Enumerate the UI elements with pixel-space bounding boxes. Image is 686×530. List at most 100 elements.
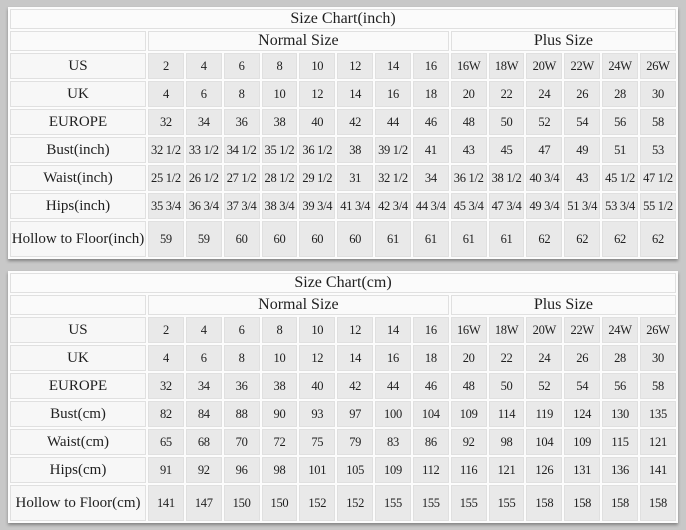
size-value-cell: 27 1/2: [223, 165, 260, 191]
size-value-cell: 18W: [488, 53, 525, 79]
size-value-cell: 48: [450, 109, 487, 135]
size-value-cell: 53 3/4: [602, 193, 638, 219]
size-value-cell: 55 1/2: [639, 193, 676, 219]
size-value-cell: 60: [299, 221, 336, 257]
size-value-cell: 24: [526, 345, 563, 371]
size-value-cell: 82: [148, 401, 184, 427]
size-value-cell: 8: [261, 317, 298, 343]
size-value-cell: 18: [412, 345, 449, 371]
size-value-cell: 92: [185, 457, 222, 483]
size-value-cell: 22: [488, 81, 525, 107]
size-value-cell: 91: [148, 457, 184, 483]
size-value-cell: 68: [185, 429, 222, 455]
size-value-cell: 12: [337, 53, 374, 79]
size-value-cell: 8: [223, 345, 260, 371]
size-value-cell: 121: [488, 457, 525, 483]
size-value-cell: 22W: [564, 317, 601, 343]
size-value-cell: 16: [375, 345, 411, 371]
row-label: UK: [10, 81, 146, 107]
size-group-header: Normal Size: [148, 295, 449, 315]
size-value-cell: 42 3/4: [375, 193, 411, 219]
size-value-cell: 100: [375, 401, 411, 427]
size-value-cell: 84: [185, 401, 222, 427]
size-value-cell: 10: [299, 317, 336, 343]
size-value-cell: 34: [412, 165, 449, 191]
size-value-cell: 158: [639, 485, 676, 521]
size-value-cell: 46: [412, 373, 449, 399]
chart-title: Size Chart(cm): [10, 273, 676, 293]
size-value-cell: 62: [639, 221, 676, 257]
size-value-cell: 90: [261, 401, 298, 427]
size-value-cell: 34: [185, 373, 222, 399]
size-value-cell: 12: [337, 317, 374, 343]
size-value-cell: 158: [526, 485, 563, 521]
corner-cell: [10, 295, 146, 315]
size-value-cell: 141: [148, 485, 184, 521]
size-value-cell: 126: [526, 457, 563, 483]
size-value-cell: 4: [185, 53, 222, 79]
size-value-cell: 72: [261, 429, 298, 455]
size-value-cell: 8: [223, 81, 260, 107]
size-value-cell: 83: [375, 429, 411, 455]
size-value-cell: 101: [299, 457, 336, 483]
size-value-cell: 20: [450, 81, 487, 107]
size-value-cell: 115: [602, 429, 638, 455]
size-value-cell: 31: [337, 165, 374, 191]
size-value-cell: 51 3/4: [564, 193, 601, 219]
size-value-cell: 38: [261, 373, 298, 399]
size-value-cell: 155: [412, 485, 449, 521]
size-value-cell: 16W: [450, 53, 487, 79]
size-value-cell: 152: [337, 485, 374, 521]
size-value-cell: 109: [450, 401, 487, 427]
size-value-cell: 14: [337, 81, 374, 107]
size-value-cell: 49 3/4: [526, 193, 563, 219]
size-value-cell: 26W: [639, 317, 676, 343]
size-value-cell: 52: [526, 373, 563, 399]
size-value-cell: 40: [299, 109, 336, 135]
size-value-cell: 109: [375, 457, 411, 483]
row-label: Hips(inch): [10, 193, 146, 219]
size-value-cell: 155: [450, 485, 487, 521]
size-value-cell: 109: [564, 429, 601, 455]
size-value-cell: 4: [185, 317, 222, 343]
size-value-cell: 39 3/4: [299, 193, 336, 219]
size-value-cell: 4: [148, 345, 184, 371]
size-value-cell: 53: [639, 137, 676, 163]
size-value-cell: 48: [450, 373, 487, 399]
size-value-cell: 10: [299, 53, 336, 79]
size-value-cell: 97: [337, 401, 374, 427]
size-value-cell: 43: [450, 137, 487, 163]
size-value-cell: 26 1/2: [185, 165, 222, 191]
size-value-cell: 114: [488, 401, 525, 427]
size-value-cell: 44: [375, 109, 411, 135]
size-value-cell: 14: [375, 53, 411, 79]
size-value-cell: 22: [488, 345, 525, 371]
size-value-cell: 20W: [526, 53, 563, 79]
size-value-cell: 60: [223, 221, 260, 257]
size-value-cell: 135: [639, 401, 676, 427]
size-value-cell: 59: [185, 221, 222, 257]
size-value-cell: 61: [375, 221, 411, 257]
size-value-cell: 152: [299, 485, 336, 521]
size-value-cell: 42: [337, 373, 374, 399]
size-value-cell: 45 3/4: [450, 193, 487, 219]
size-value-cell: 4: [148, 81, 184, 107]
size-value-cell: 20: [450, 345, 487, 371]
size-value-cell: 93: [299, 401, 336, 427]
row-label: EUROPE: [10, 373, 146, 399]
size-value-cell: 61: [412, 221, 449, 257]
row-label: Waist(cm): [10, 429, 146, 455]
size-value-cell: 38: [261, 109, 298, 135]
size-value-cell: 105: [337, 457, 374, 483]
size-value-cell: 60: [261, 221, 298, 257]
size-value-cell: 34: [185, 109, 222, 135]
size-value-cell: 46: [412, 109, 449, 135]
size-value-cell: 24: [526, 81, 563, 107]
size-value-cell: 12: [299, 345, 336, 371]
size-value-cell: 39 1/2: [375, 137, 411, 163]
size-value-cell: 70: [223, 429, 260, 455]
size-value-cell: 61: [488, 221, 525, 257]
size-value-cell: 49: [564, 137, 601, 163]
size-value-cell: 62: [564, 221, 601, 257]
